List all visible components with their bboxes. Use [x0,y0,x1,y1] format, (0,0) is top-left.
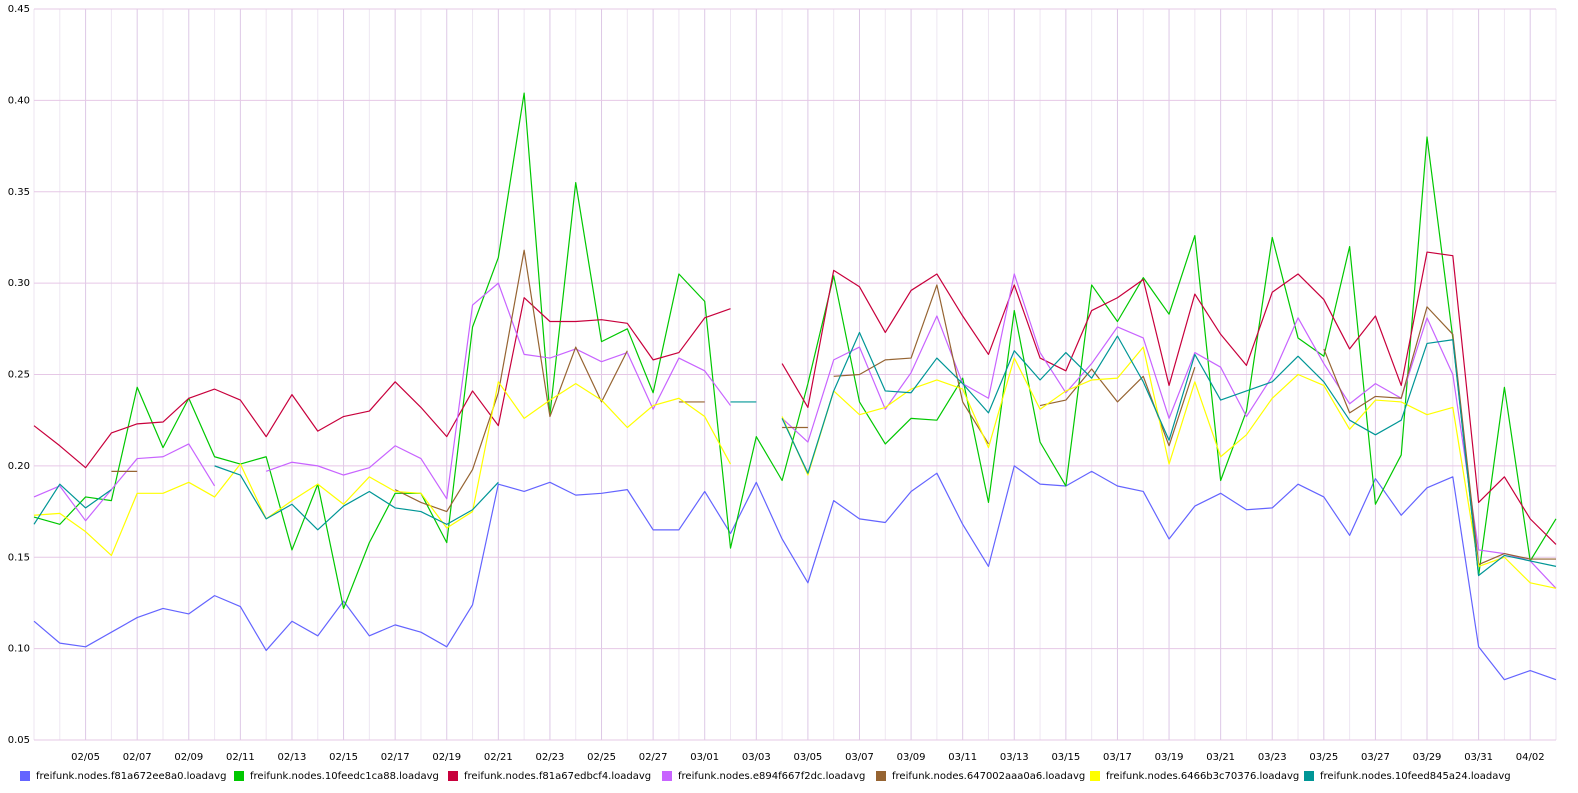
legend-swatch [448,771,458,781]
x-tick-label: 03/15 [1051,752,1080,763]
x-tick-label: 02/09 [174,752,203,763]
x-tick-label: 03/13 [1000,752,1029,763]
x-tick-label: 03/25 [1309,752,1338,763]
x-tick-label: 03/29 [1413,752,1442,763]
legend-swatch [876,771,886,781]
series-line [781,346,1557,589]
y-tick-label: 0.30 [8,278,30,289]
x-tick-label: 03/09 [897,752,926,763]
legend-swatch [662,771,672,781]
x-tick-label: 03/17 [1103,752,1132,763]
x-tick-label: 03/03 [742,752,771,763]
legend-swatch [1090,771,1100,781]
x-tick-label: 02/11 [226,752,255,763]
series-line [265,282,731,500]
x-tick-label: 03/27 [1361,752,1390,763]
legend-label: freifunk.nodes.10feed845a24.loadavg [1320,771,1511,782]
x-tick-label: 03/07 [845,752,874,763]
x-tick-label: 03/21 [1206,752,1235,763]
x-tick-label: 02/17 [381,752,410,763]
y-tick-label: 0.40 [8,95,30,106]
x-tick-label: 02/13 [278,752,307,763]
x-tick-label: 02/15 [329,752,358,763]
legend-label: freifunk.nodes.e894f667f2dc.loadavg [678,771,865,782]
y-tick-label: 0.10 [8,644,30,655]
legend-label: freifunk.nodes.647002aaa0a6.loadavg [892,771,1085,782]
x-tick-label: 02/21 [484,752,513,763]
x-tick-label: 03/19 [1155,752,1184,763]
x-tick-label: 03/11 [948,752,977,763]
x-tick-label: 02/07 [123,752,152,763]
x-tick-label: 02/19 [432,752,461,763]
series-line [33,297,731,469]
series-line [1323,306,1556,566]
y-tick-label: 0.05 [8,735,30,746]
series-line [394,249,628,513]
series-line [214,465,499,531]
series-line [33,465,1557,681]
x-tick-label: 03/05 [793,752,822,763]
x-tick-label: 03/01 [690,752,719,763]
x-tick-label: 03/23 [1258,752,1287,763]
series-line [33,381,732,557]
legend-label: freifunk.nodes.f81a672ee8a0.loadavg [36,771,226,782]
x-tick-label: 02/25 [587,752,616,763]
legend-swatch [20,771,30,781]
y-tick-label: 0.45 [8,4,30,15]
series-line [33,92,1557,610]
y-tick-label: 0.20 [8,461,30,472]
x-tick-label: 04/02 [1516,752,1545,763]
series-line [781,273,1557,589]
series-line [1039,367,1196,447]
y-tick-label: 0.25 [8,370,30,381]
x-tick-label: 02/05 [71,752,100,763]
series-line [781,251,1557,545]
legend-label: freifunk.nodes.f81a67edbcf4.loadavg [464,771,651,782]
y-tick-label: 0.15 [8,552,30,563]
x-tick-label: 03/31 [1464,752,1493,763]
legend-label: freifunk.nodes.6466b3c70376.loadavg [1106,771,1299,782]
legend-swatch [1304,771,1314,781]
x-tick-label: 02/27 [639,752,668,763]
legend-label: freifunk.nodes.10feedc1ca88.loadavg [250,771,439,782]
y-tick-label: 0.35 [8,187,30,198]
series-line [33,443,216,522]
series-line [33,483,112,525]
series-line [833,284,989,445]
legend-swatch [234,771,244,781]
x-tick-label: 02/23 [536,752,565,763]
series-line [781,331,1557,577]
